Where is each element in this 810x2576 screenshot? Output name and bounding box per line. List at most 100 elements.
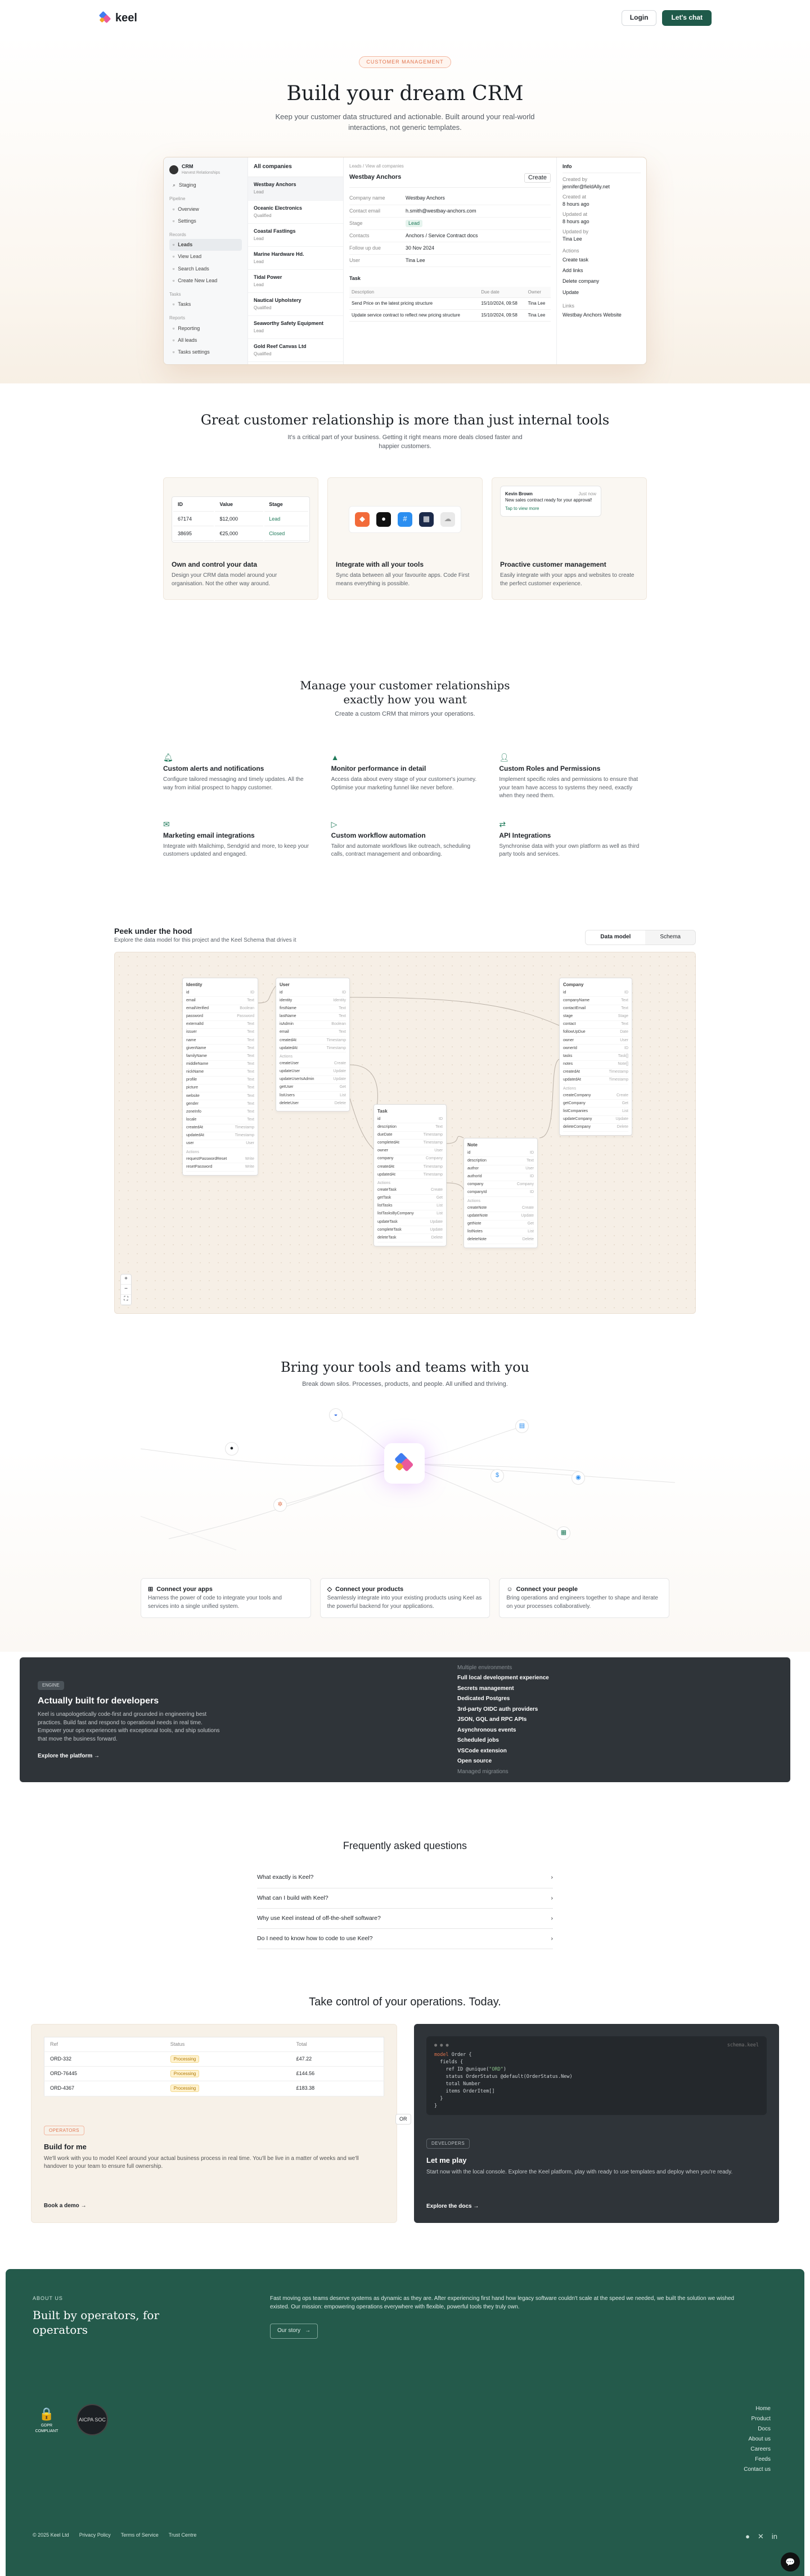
chat-bubble-icon[interactable]: 💬 xyxy=(781,2552,800,2572)
trust-link[interactable]: Trust Centre xyxy=(168,2532,197,2538)
company-list: All companies Westbay Anchors Lead Oceanic… xyxy=(248,157,344,364)
field-label: User xyxy=(349,257,361,263)
brand-logo[interactable]: keel xyxy=(98,10,137,26)
footer-link[interactable]: Careers xyxy=(750,2446,771,2453)
fit-view-button[interactable]: ⛶ xyxy=(121,1295,131,1305)
footer-link[interactable]: About us xyxy=(748,2436,771,2443)
footer-link[interactable]: Docs xyxy=(758,2426,771,2433)
feature-item: ▷ Custom workflow automation Tailor and au… xyxy=(331,819,479,859)
footer-links: Home Product Docs About us Careers Feeds Conta… xyxy=(744,2404,771,2475)
task-row[interactable]: Send Price on the latest pricing structu… xyxy=(349,297,551,310)
entity-user[interactable]: User id ID identity Identity firstName Text la… xyxy=(276,977,350,1112)
linkedin-icon[interactable]: in xyxy=(771,2532,777,2541)
info-tab[interactable]: Info xyxy=(562,163,641,173)
explore-platform-link[interactable]: Explore the platform → xyxy=(38,1753,100,1760)
task-cell: Update service contract to reflect new p… xyxy=(349,309,479,322)
order-row[interactable]: ORD-4367 Processing £183.38 xyxy=(44,2081,384,2096)
nav-item-icon: ▫ xyxy=(173,325,175,331)
tab-schema[interactable]: Schema xyxy=(660,934,681,941)
order-value: £144.56 xyxy=(296,2071,315,2077)
feature-text: Implement specific roles and permissions… xyxy=(499,776,638,799)
integrate-card: ◆ ● # ▦ ☁ Integrate with all your tools … xyxy=(327,477,483,600)
order-value: £183.38 xyxy=(296,2085,315,2091)
website-link[interactable]: Westbay Anchors Website xyxy=(562,311,622,318)
action-item[interactable]: Delete company xyxy=(562,278,600,284)
create-button[interactable]: Create xyxy=(524,173,551,183)
nav-item-icon: ▫ xyxy=(173,242,175,248)
field-value[interactable]: h.smith@westbay-anchors.com xyxy=(406,207,476,214)
sidebar-item[interactable]: ▫ Settings xyxy=(169,215,242,227)
book-demo-link[interactable]: Book a demo → xyxy=(44,2202,87,2209)
sidebar-item[interactable]: ▫ Tasks settings xyxy=(169,346,242,358)
sidebar-item[interactable]: ▫ View Lead xyxy=(169,251,242,263)
sidebar-item[interactable]: ▫ All leads xyxy=(169,335,242,346)
detail-field: User Tina Lee xyxy=(349,255,551,267)
sidebar-item[interactable]: ▫ Tasks xyxy=(169,299,242,310)
order-row[interactable]: ORD-332 Processing £47.22 xyxy=(44,2051,384,2067)
zoom-out-button[interactable]: − xyxy=(121,1285,131,1295)
sidebar-item[interactable]: ▫ Search Leads xyxy=(169,263,242,275)
login-button[interactable]: Login xyxy=(621,10,657,26)
schema-canvas[interactable]: Identity id ID email Text emailVerified Boole… xyxy=(114,951,696,1314)
keel-hub-icon xyxy=(384,1443,425,1484)
notif-action[interactable]: Tap to view more xyxy=(505,505,539,511)
entity-note[interactable]: Note id ID description Text author User author… xyxy=(464,1137,538,1248)
action-item[interactable]: Create task xyxy=(562,257,589,263)
privacy-link[interactable]: Privacy Policy xyxy=(79,2532,111,2538)
faq-item[interactable]: What exactly is Keel? › xyxy=(257,1868,553,1888)
entity-company[interactable]: Company id ID companyName Text contactEmail T… xyxy=(559,977,632,1136)
x-icon[interactable]: ✕ xyxy=(757,2532,764,2541)
action-item[interactable]: Add links xyxy=(562,268,583,274)
flow-icon: ▷ xyxy=(331,819,338,829)
entity-task[interactable]: Task id ID description Text dueDate Timestamp… xyxy=(374,1104,447,1246)
developers-badge: DEVELOPERS xyxy=(426,2139,470,2149)
faq-item[interactable]: Do I need to know how to code to use Kee… xyxy=(257,1929,553,1950)
field-value[interactable]: Anchors / Service Contract docs xyxy=(406,232,478,238)
task-row[interactable]: Update service contract to reflect new p… xyxy=(349,309,551,322)
zoom-in-button[interactable]: + xyxy=(121,1275,131,1285)
meta-value: 8 hours ago xyxy=(562,201,590,207)
faq-item[interactable]: Why use Keel instead of off-the-shelf so… xyxy=(257,1909,553,1929)
tab-data-model[interactable]: Data model xyxy=(586,930,646,944)
footer-link[interactable]: Product xyxy=(751,2416,771,2423)
footer-link[interactable]: Home xyxy=(755,2406,771,2412)
sidebar-item[interactable]: ▫ Leads xyxy=(169,239,242,251)
card-title: Integrate with all your tools xyxy=(336,560,424,568)
footer-link[interactable]: Contact us xyxy=(744,2466,771,2473)
sidebar-item[interactable]: ▫ Reporting xyxy=(169,323,242,335)
entity-identity[interactable]: Identity id ID email Text emailVerified Boole… xyxy=(182,977,258,1176)
field-value[interactable]: 30 Nov 2024 xyxy=(406,245,435,251)
card-text: Sync data between all your favourite app… xyxy=(336,572,470,587)
company-row[interactable]: Nautical Upholstery Qualified xyxy=(248,293,343,316)
field-value[interactable]: Lead xyxy=(406,219,423,227)
action-item[interactable]: Update xyxy=(562,289,579,295)
col-header: Stage xyxy=(264,498,308,512)
footer-link[interactable]: Feeds xyxy=(755,2456,771,2463)
lets-chat-button[interactable]: Let's chat xyxy=(662,10,712,26)
search-item[interactable]: ⌕ Staging xyxy=(169,179,242,191)
github-icon[interactable]: ● xyxy=(745,2532,750,2541)
our-story-button[interactable]: Our story → xyxy=(270,2324,318,2339)
faq-section: Frequently asked questions What exactly … xyxy=(257,1838,553,1950)
explore-docs-link[interactable]: Explore the docs → xyxy=(426,2203,479,2209)
company-row[interactable]: Tidal Power Lead xyxy=(248,270,343,293)
faq-item[interactable]: What can I build with Keel? › xyxy=(257,1888,553,1909)
company-row[interactable]: Oceanic Electronics Qualified xyxy=(248,201,343,224)
field-value[interactable]: Westbay Anchors xyxy=(406,195,445,201)
code-editor: ● ● ● schema.keel model Order { fields { … xyxy=(426,2036,767,2116)
status-badge: Processing xyxy=(170,2070,200,2078)
field-value[interactable]: Tina Lee xyxy=(406,257,425,263)
company-name: Gold Reef Canvas Ltd xyxy=(254,344,307,350)
faq-question: Do I need to know how to code to use Kee… xyxy=(257,1935,373,1942)
company-row[interactable]: Coastal Fastlings Lead xyxy=(248,224,343,247)
nav-item-icon: ▫ xyxy=(173,254,175,260)
order-row[interactable]: ORD-76445 Processing £144.56 xyxy=(44,2066,384,2082)
company-row[interactable]: Westbay Anchors Lead xyxy=(248,177,343,201)
company-row[interactable]: Seaworthy Safety Equipment Lead xyxy=(248,316,343,340)
company-row[interactable]: Marine Hardware Hd. Lead xyxy=(248,247,343,270)
sidebar-item[interactable]: ▫ Create New Lead xyxy=(169,275,242,287)
nav-item-icon: ▫ xyxy=(173,337,175,343)
terms-link[interactable]: Terms of Service xyxy=(120,2532,159,2538)
sidebar-item[interactable]: ▫ Overview xyxy=(169,204,242,215)
company-row[interactable]: Gold Reef Canvas Ltd Qualified xyxy=(248,339,343,363)
